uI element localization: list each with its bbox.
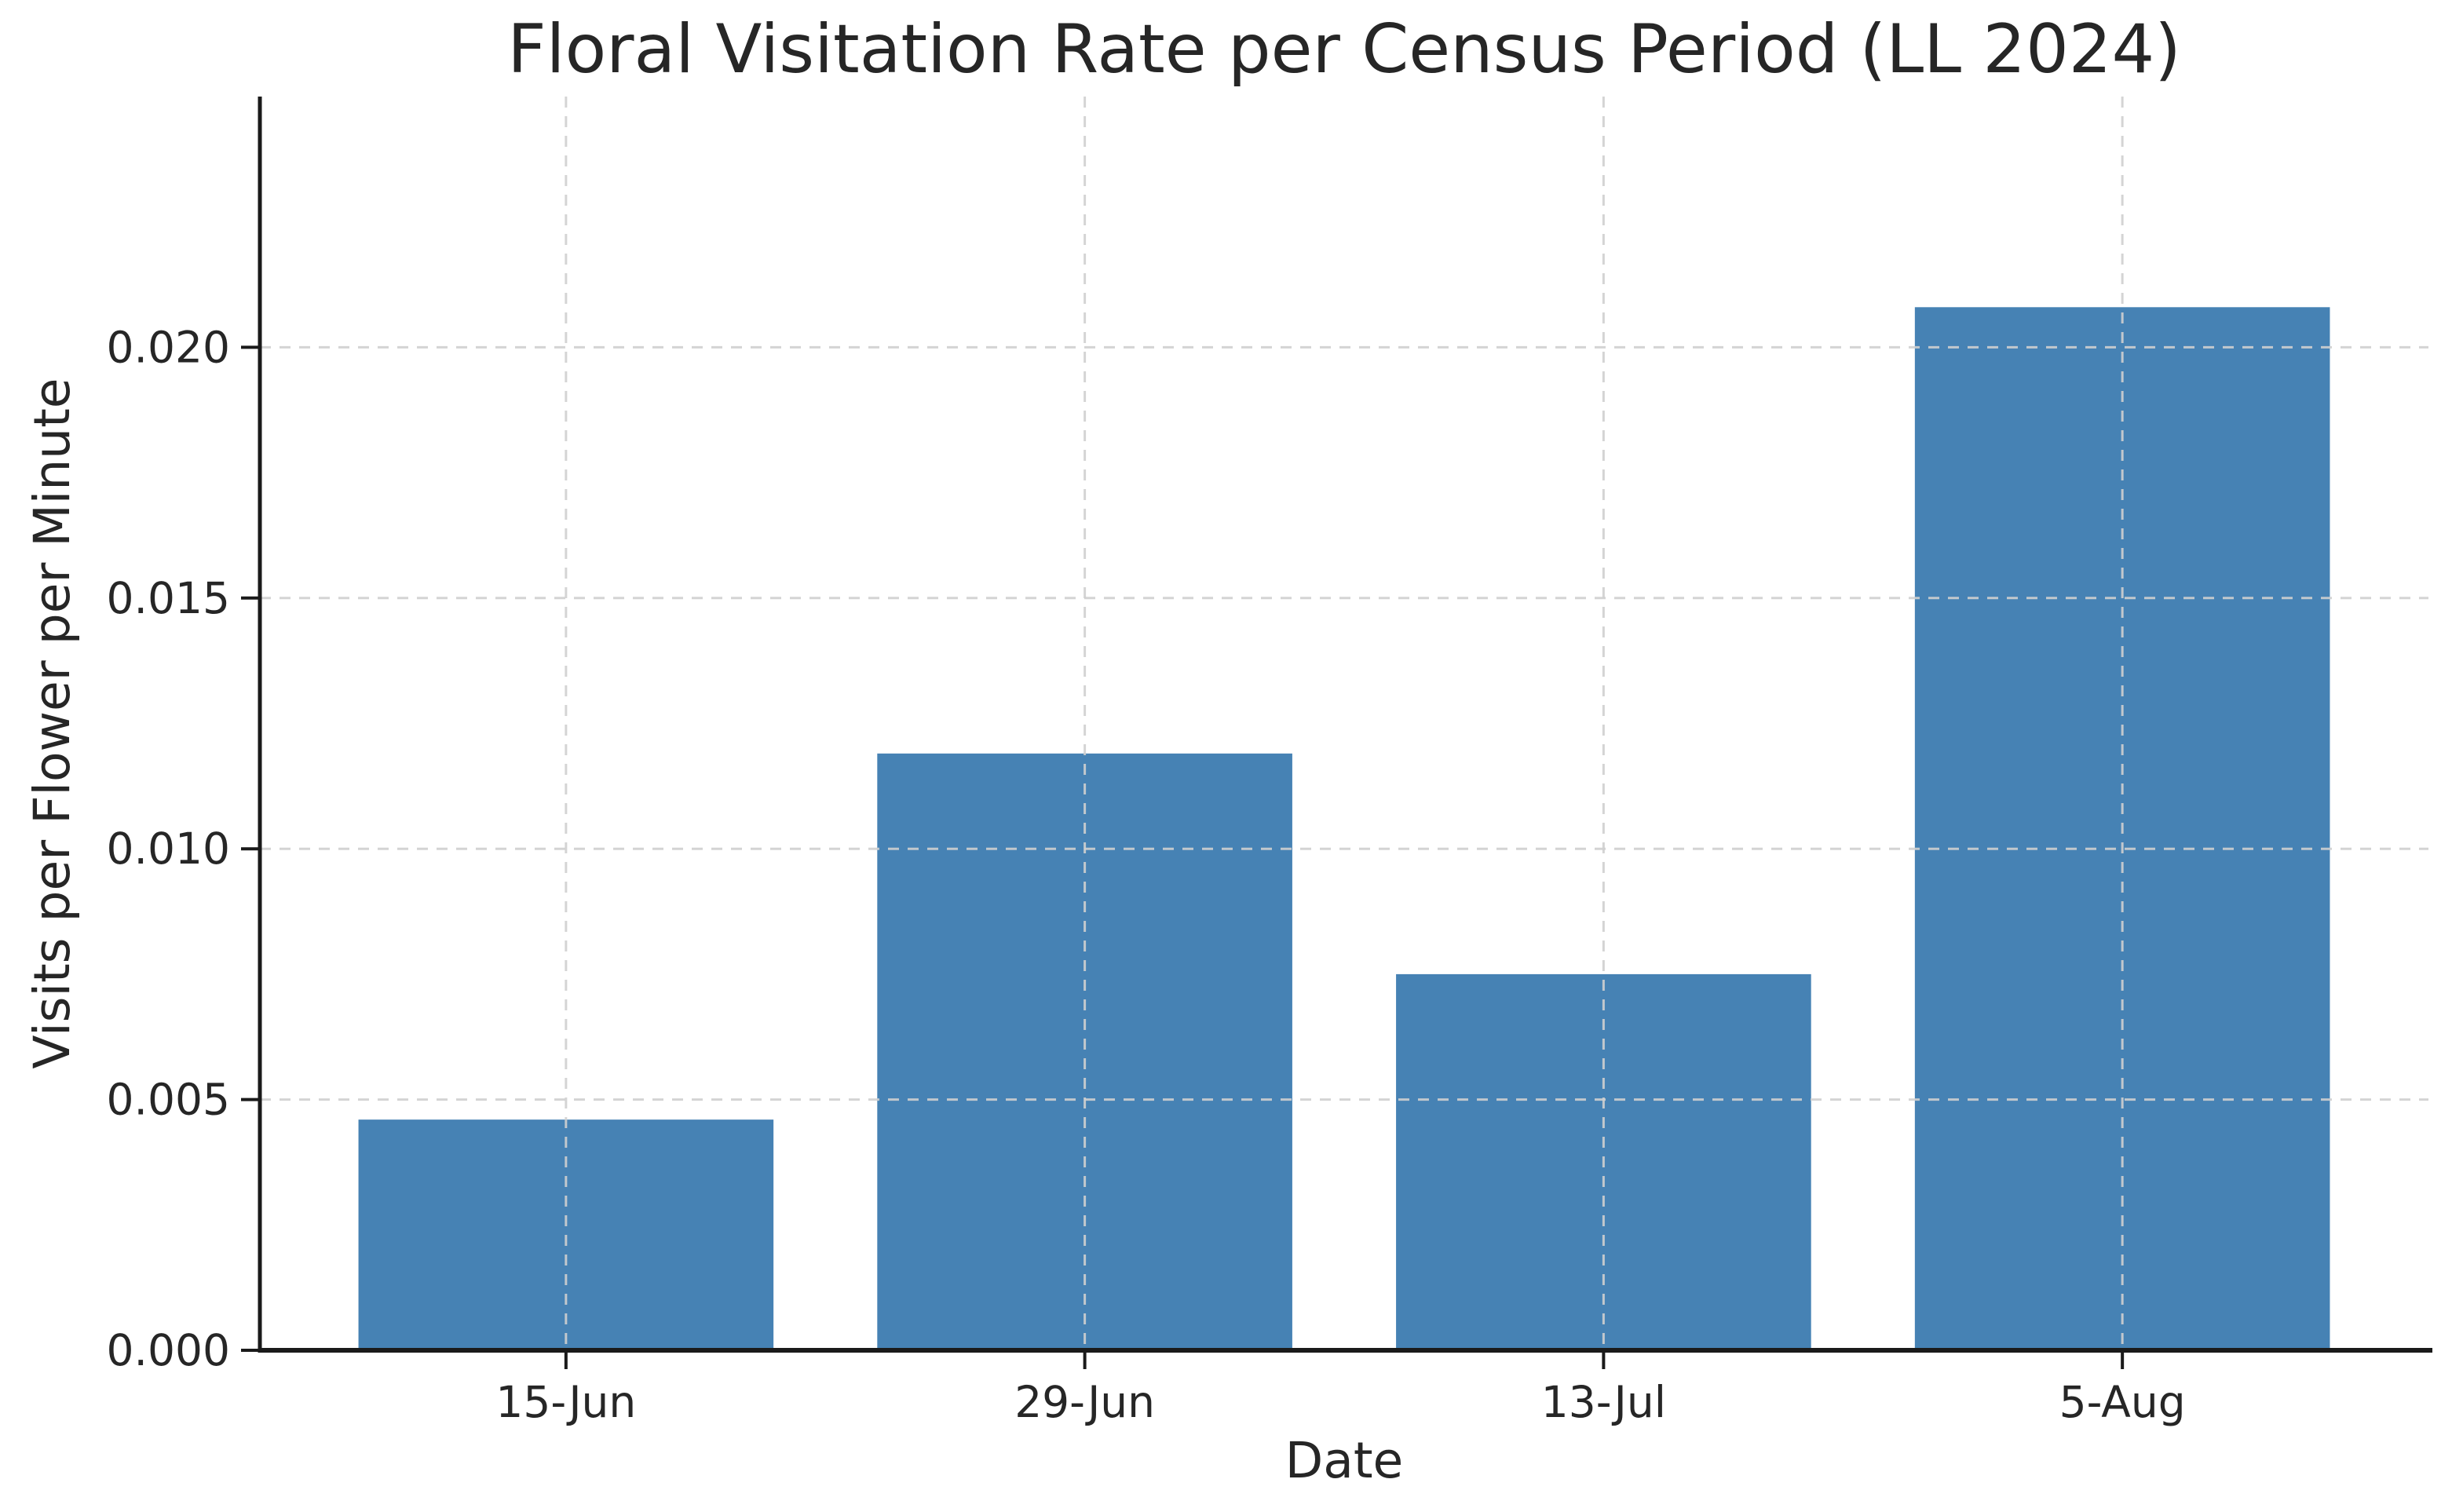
- gridlines-group: [260, 97, 2428, 1350]
- labels-group: 0.000 0.005 0.010 0.015 0.020 15-Jun 29-Jun 13-…: [24, 10, 2186, 1489]
- axes-group: [241, 97, 2432, 1369]
- y-tick-label-0.005: 0.005: [107, 1075, 230, 1125]
- y-axis-label: Visits per Flower per Minute: [24, 378, 81, 1068]
- bars-group: [358, 307, 2330, 1350]
- x-tick-label-5-Aug: 5-Aug: [2059, 1377, 2186, 1427]
- x-tick-label-15-Jun: 15-Jun: [495, 1377, 636, 1427]
- chart-title: Floral Visitation Rate per Census Period…: [507, 10, 2181, 89]
- x-axis-label: Date: [1285, 1432, 1404, 1489]
- y-tick-label-0.02: 0.020: [107, 322, 230, 372]
- y-tick-label-0: 0.000: [107, 1325, 230, 1375]
- y-tick-label-0.015: 0.015: [107, 573, 230, 623]
- x-tick-label-13-Jul: 13-Jul: [1541, 1377, 1666, 1427]
- y-tick-label-0.01: 0.010: [107, 824, 230, 874]
- x-tick-label-29-Jun: 29-Jun: [1014, 1377, 1155, 1427]
